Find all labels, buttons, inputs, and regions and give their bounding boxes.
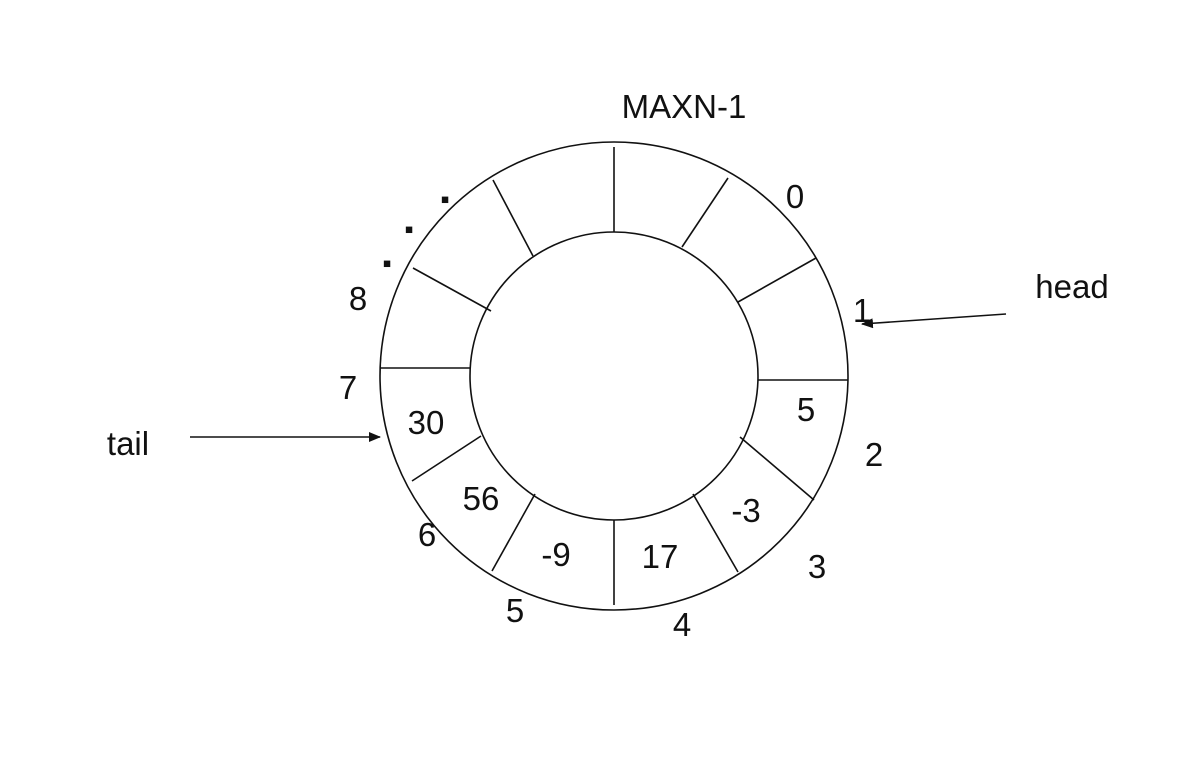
inner-ring — [469, 231, 759, 521]
index-label-3: 3 — [808, 548, 826, 585]
maxn-minus-1-label: MAXN-1 — [622, 88, 747, 125]
cell-value-3: -3 — [731, 492, 760, 529]
cell-value-4: 17 — [642, 538, 679, 575]
slot-divider — [411, 435, 482, 482]
index-label-7: 7 — [339, 369, 357, 406]
slot-divider — [692, 493, 739, 573]
cell-value-6: 56 — [463, 480, 500, 517]
index-label-6: 6 — [418, 516, 436, 553]
index-label-4: 4 — [673, 606, 691, 643]
cell-value-7: 30 — [408, 404, 445, 441]
slot-divider — [492, 179, 534, 257]
tail-label: tail — [107, 425, 149, 462]
ellipsis-dot: ▪ — [404, 214, 413, 244]
index-label-8: 8 — [349, 280, 367, 317]
ellipsis-dot: ▪ — [382, 248, 391, 278]
head-arrow — [861, 313, 1007, 329]
slot-divider — [739, 436, 815, 501]
ellipsis-dot: ▪ — [440, 184, 449, 214]
cell-value-2: 5 — [797, 391, 815, 428]
cell-value-5: -9 — [541, 536, 570, 573]
slot-divider — [681, 177, 729, 248]
head-label: head — [1035, 268, 1108, 305]
index-label-2: 2 — [865, 436, 883, 473]
index-label-0: 0 — [786, 178, 804, 215]
index-label-5: 5 — [506, 592, 524, 629]
slot-divider — [737, 257, 817, 303]
slot-divider — [491, 493, 536, 572]
slot-divider — [412, 267, 492, 312]
outer-ring — [379, 141, 849, 611]
